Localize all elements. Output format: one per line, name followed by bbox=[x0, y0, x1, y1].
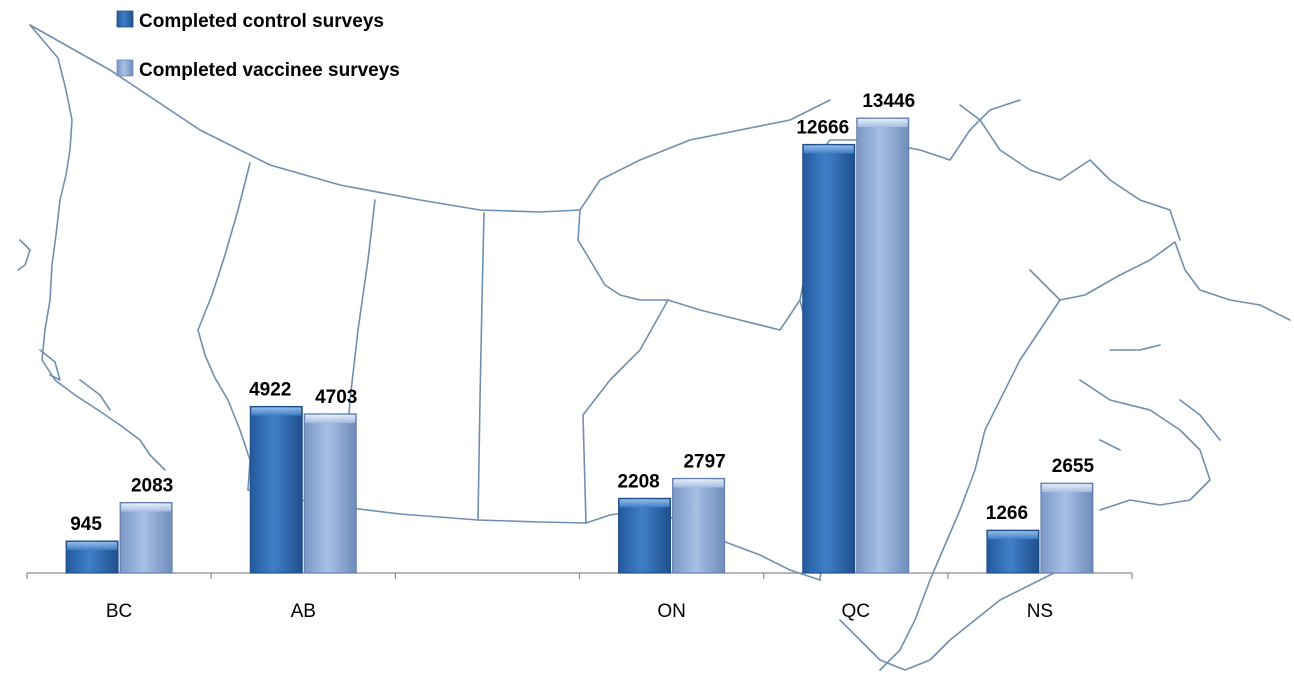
data-label: 2083 bbox=[131, 476, 173, 497]
bar-vaccinee bbox=[303, 413, 357, 574]
bar-vaccinee bbox=[856, 117, 910, 574]
bar-vaccinee bbox=[119, 502, 173, 574]
legend-label-vaccinee: Completed vaccinee surveys bbox=[139, 60, 400, 81]
legend-swatch-vaccinee bbox=[116, 59, 134, 77]
x-tick-label: ON bbox=[657, 601, 686, 622]
data-label: 4922 bbox=[249, 379, 291, 400]
plot-area: BC 945 2083 AB 4922 4703 ON 2208 2797 QC 12666 1344… bbox=[26, 91, 1133, 622]
data-label: 2655 bbox=[1052, 456, 1095, 477]
bar-highlight bbox=[251, 407, 302, 416]
bar-highlight bbox=[673, 479, 724, 488]
legend-item-control: Completed control surveys bbox=[116, 10, 384, 32]
legend-item-vaccinee: Completed vaccinee surveys bbox=[116, 59, 400, 81]
legend: Completed control surveys Completed vacc… bbox=[116, 10, 400, 81]
legend-swatch-control bbox=[116, 10, 134, 28]
bar-control bbox=[618, 497, 672, 574]
data-label: 4703 bbox=[315, 387, 357, 408]
data-label: 13446 bbox=[862, 91, 915, 112]
bar-vaccinee bbox=[1040, 482, 1094, 574]
bar-highlight bbox=[803, 145, 854, 154]
bar-highlight bbox=[1041, 484, 1092, 493]
bar-highlight bbox=[67, 542, 118, 551]
bar-highlight bbox=[987, 531, 1038, 540]
bar-highlight bbox=[305, 414, 356, 423]
bar-highlight bbox=[121, 503, 172, 512]
bar-control bbox=[802, 143, 856, 574]
data-label: 2797 bbox=[683, 451, 725, 472]
data-label: 12666 bbox=[796, 117, 849, 138]
x-tick-label: QC bbox=[842, 601, 871, 622]
bar-highlight bbox=[619, 499, 670, 508]
bar-vaccinee bbox=[672, 477, 726, 574]
data-label: 1266 bbox=[986, 503, 1028, 524]
bar-control bbox=[249, 405, 303, 574]
x-tick-label: AB bbox=[291, 601, 316, 622]
bar-highlight bbox=[857, 119, 908, 127]
x-tick-label: BC bbox=[106, 601, 132, 622]
legend-label-control: Completed control surveys bbox=[139, 11, 384, 32]
data-label: 2208 bbox=[617, 471, 659, 492]
x-tick-label: NS bbox=[1027, 601, 1053, 622]
data-label: 945 bbox=[70, 514, 102, 535]
